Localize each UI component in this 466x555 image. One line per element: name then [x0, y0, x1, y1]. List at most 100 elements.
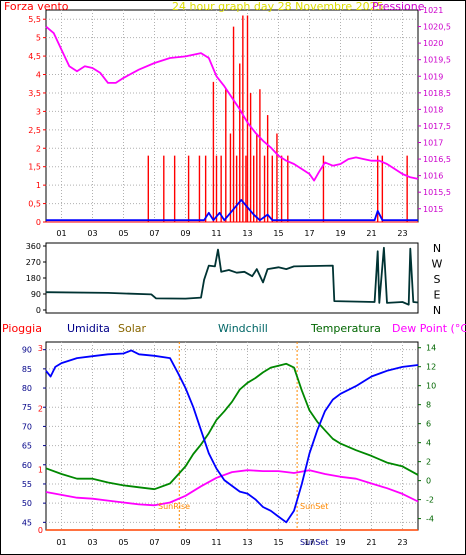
wind-tick-label: 1,5: [28, 163, 41, 172]
pressure-tick-label: 1020: [423, 39, 443, 48]
rain-tick-label: 0: [38, 526, 43, 535]
top-hour-tick-label: 21: [366, 229, 376, 238]
rain-tick-label: 2: [38, 405, 43, 414]
bottom-hour-tick-label: 07: [149, 538, 159, 547]
wind-pressure-panel: 01 03 05 07 09 11 13 15 17 19 21 23 0 0,5 1 1,5 2 2,5 3 3,…: [4, 0, 451, 238]
pressure-line: [45, 25, 419, 182]
top-hour-tick-label: 07: [149, 229, 159, 238]
rain-tick-label: 3: [38, 344, 43, 353]
temperature-tick-label: 4: [426, 439, 431, 448]
top-hour-tick-label: 13: [242, 229, 252, 238]
bottom-hour-tick-label: 05: [118, 538, 128, 547]
wind-axis-ticks: 0 0,5 1 1,5 2 2,5 3 3,5 4 4,5 5 5,5: [28, 15, 46, 227]
temperature-tick-label: -2: [426, 496, 434, 505]
humidity-tick-label: 50: [22, 499, 32, 508]
humidity-temperature-plot-area: [45, 341, 419, 531]
humidity-tick-label: 45: [22, 518, 32, 527]
legend-entry: Solar: [118, 322, 147, 335]
legend-entry: Windchill: [218, 322, 268, 335]
top-hour-tick-label: 17: [304, 229, 314, 238]
top-hour-tick-label: 03: [87, 229, 97, 238]
temperature-tick-label: 12: [426, 363, 436, 372]
bottom-hour-tick-label: 17: [304, 538, 314, 547]
legend-entry: Pioggia: [2, 322, 42, 335]
compass-label: W: [432, 258, 443, 271]
dew-point-line: [45, 469, 419, 507]
wind-tick-label: 0: [36, 218, 41, 227]
humidity-temperature-panel: Pioggia Umidita Solar Windchill Temperatura D…: [2, 322, 466, 547]
bottom-hour-tick-label: 13: [242, 538, 252, 547]
humidity-line: [45, 349, 419, 524]
wind-axis-title: Forza vento: [4, 0, 69, 13]
compass-label: N: [433, 304, 441, 317]
top-chart-title: 24 hour graph day 28 Novembre 2025: [172, 0, 384, 13]
compass-label: N: [433, 242, 441, 255]
bottom-hour-tick-label: 23: [397, 538, 407, 547]
wind-tick-label: 4,5: [28, 52, 41, 61]
direction-degree-ticks: 0 90 180 270 360: [26, 242, 46, 315]
bottom-legend: Pioggia Umidita Solar Windchill Temperatura D…: [2, 322, 466, 335]
pressure-tick-label: 1015,5: [423, 188, 451, 197]
pressure-tick-label: 1018,5: [423, 89, 451, 98]
top-hour-tick-label: 09: [180, 229, 190, 238]
wind-tick-label: 1: [36, 181, 41, 190]
wind-tick-label: 5: [36, 34, 41, 43]
wind-speed-line: [46, 198, 418, 222]
top-hour-tick-label: 19: [335, 229, 345, 238]
bottom-hour-tick-label: 19: [335, 538, 345, 547]
wind-pressure-plot-area: [45, 9, 419, 223]
wind-tick-label: 3,5: [28, 89, 41, 98]
temperature-tick-label: 6: [426, 420, 431, 429]
pressure-tick-label: 1019: [423, 72, 443, 81]
top-hour-tick-label: 11: [211, 229, 221, 238]
wind-direction-series: [45, 246, 419, 306]
rain-axis-ticks: 0 1 2 3: [38, 344, 43, 535]
pressure-tick-label: 1017,5: [423, 122, 451, 131]
humidity-temperature-series: [45, 349, 419, 531]
humidity-temperature-grid: [46, 342, 418, 530]
direction-tick-label: 90: [31, 290, 41, 299]
wind-pressure-series: [45, 15, 419, 223]
humidity-axis-ticks: 45 50 55 60 65 70 75 80 85 90: [22, 346, 46, 527]
legend-entry: Dew Point (°C): [392, 322, 466, 335]
wind-tick-label: 2: [36, 144, 41, 153]
humidity-tick-label: 55: [22, 480, 32, 489]
bottom-hour-tick-label: 11: [211, 538, 221, 547]
temperature-line: [45, 362, 419, 491]
direction-tick-label: 270: [26, 258, 41, 267]
wind-direction-line: [45, 246, 419, 306]
pressure-tick-label: 1016: [423, 172, 443, 181]
wind-tick-label: 0,5: [28, 200, 41, 209]
humidity-tick-label: 80: [22, 384, 32, 393]
sunrise-label: SunRise: [158, 502, 190, 511]
bottom-hour-tick-label: 03: [87, 538, 97, 547]
direction-tick-label: 360: [26, 242, 41, 251]
bottom-hour-tick-label: 15: [273, 538, 283, 547]
top-hour-tick-label: 23: [397, 229, 407, 238]
pressure-tick-label: 1019,5: [423, 56, 451, 65]
humidity-temperature-x-ticks: 01 03 05 07 09 11 13 15 17 19 21 23: [56, 538, 407, 547]
temperature-tick-label: 8: [426, 401, 431, 410]
legend-entry: Temperatura: [310, 322, 381, 335]
bottom-hour-tick-label: 09: [180, 538, 190, 547]
wind-pressure-grid: [46, 10, 418, 223]
wind-tick-label: 4: [36, 71, 41, 80]
pressure-tick-label: 1020,5: [423, 23, 451, 32]
wind-pressure-x-ticks: 01 03 05 07 09 11 13 15 17 19 21 23: [56, 229, 407, 238]
direction-tick-label: 180: [26, 274, 41, 283]
pressure-tick-label: 1016,5: [423, 155, 451, 164]
humidity-tick-label: 65: [22, 442, 32, 451]
temperature-tick-label: 0: [426, 477, 431, 486]
pressure-tick-label: 1018: [423, 105, 443, 114]
humidity-tick-label: 75: [22, 403, 32, 412]
temperature-tick-label: 14: [426, 344, 436, 353]
sunset-axis-label: SunSet: [300, 538, 328, 547]
sunset-label: SunSet: [300, 502, 328, 511]
bottom-hour-tick-label: 21: [366, 538, 376, 547]
wind-tick-label: 3: [36, 107, 41, 116]
pressure-axis-ticks: 1015 1015,5 1016 1016,5 1017 1017,5 1018 1018,5…: [418, 6, 451, 214]
direction-tick-label: 0: [36, 306, 41, 315]
